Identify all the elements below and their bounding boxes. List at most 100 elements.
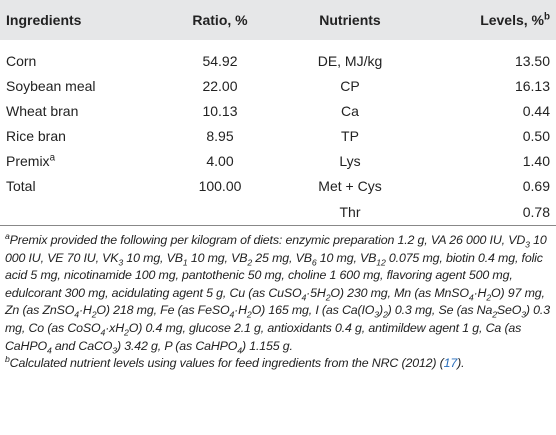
table-cell: Wheat bran bbox=[0, 98, 150, 123]
text: Ca bbox=[341, 102, 359, 119]
table-row: Thr 0.78 bbox=[0, 198, 556, 226]
text: DE, MJ/kg bbox=[317, 52, 383, 69]
table-body: Corn 54.92 DE, MJ/kg 13.50 Soybean meal 22.00… bbox=[0, 40, 556, 226]
text: CP bbox=[340, 77, 360, 94]
text: ·H bbox=[234, 303, 247, 318]
subscript: 6 bbox=[311, 257, 317, 268]
superscript: a bbox=[5, 230, 10, 241]
table-cell: 4.00 bbox=[150, 148, 290, 173]
header-cell: Nutrients bbox=[290, 0, 410, 40]
header-cell: Levels, %b bbox=[410, 0, 556, 40]
reference-link[interactable]: 17 bbox=[443, 356, 458, 371]
table-cell: 0.50 bbox=[410, 123, 556, 148]
table-cell: Ca bbox=[290, 98, 410, 123]
text: 16.13 bbox=[514, 77, 550, 94]
text: O) 165 mg, I (as Ca(IO bbox=[251, 303, 375, 318]
superscript: b bbox=[544, 11, 550, 23]
text: 13.50 bbox=[514, 52, 550, 69]
superscript: a bbox=[49, 151, 56, 163]
text: 22.00 bbox=[202, 77, 238, 94]
text: Corn bbox=[6, 52, 37, 69]
subscript: 3 bbox=[525, 239, 530, 250]
subscript: 2 bbox=[124, 327, 129, 338]
text: 0.075 mg, biotin 0.4 mg, folic acid 5 mg… bbox=[5, 250, 543, 300]
text: 10.13 bbox=[202, 102, 238, 119]
subscript: 4 bbox=[229, 309, 235, 320]
text: Ratio, % bbox=[192, 12, 248, 28]
table-header: Ingredients Ratio, % Nutrients Levels, %b bbox=[0, 0, 556, 40]
table-cell: Met + Cys bbox=[290, 173, 410, 198]
text: Rice bran bbox=[6, 127, 66, 144]
text: ). bbox=[457, 356, 465, 371]
text: 100.00 bbox=[198, 177, 242, 194]
text: ) 0.3 mg, Se (as Na bbox=[387, 303, 493, 318]
text: 4.00 bbox=[206, 152, 234, 169]
table-cell: 54.92 bbox=[150, 40, 290, 73]
text: Calculated nutrient levels using values … bbox=[9, 356, 444, 371]
table-cell: 0.69 bbox=[410, 173, 556, 198]
text: Nutrients bbox=[319, 12, 381, 28]
text: ) bbox=[378, 303, 383, 318]
subscript: 3 bbox=[118, 257, 124, 268]
table-row: Soybean meal 22.00 CP 16.13 bbox=[0, 73, 556, 98]
text: Total bbox=[6, 177, 36, 194]
table-row: Total 100.00 Met + Cys 0.69 bbox=[0, 173, 556, 198]
subscript: 4 bbox=[468, 292, 474, 303]
subscript: 4 bbox=[301, 292, 307, 303]
subscript: 2 bbox=[325, 292, 331, 303]
header-cell: Ingredients bbox=[0, 0, 150, 40]
text: 10 mg, VB bbox=[316, 250, 377, 265]
table-cell bbox=[150, 198, 290, 226]
table-cell: Rice bran bbox=[0, 123, 150, 148]
text: 0.50 bbox=[522, 127, 550, 144]
table-cell: 10.13 bbox=[150, 98, 290, 123]
text: Soybean meal bbox=[6, 77, 96, 94]
table-cell: 0.78 bbox=[410, 198, 556, 226]
text: 54.92 bbox=[202, 52, 238, 69]
table-cell: DE, MJ/kg bbox=[290, 40, 410, 73]
header-cell: Ratio, % bbox=[150, 0, 290, 40]
text: Premix bbox=[6, 152, 50, 169]
subscript: 2 bbox=[247, 257, 253, 268]
table-cell: Lys bbox=[290, 148, 410, 173]
text: 10 mg, VB bbox=[123, 250, 183, 265]
text: Premix provided the following per kilogr… bbox=[9, 233, 526, 247]
table-cell: 0.44 bbox=[410, 98, 556, 123]
subscript: 3 bbox=[112, 345, 117, 356]
text: ·5H bbox=[306, 285, 326, 300]
text: O) 97 mg, Zn (as ZnSO bbox=[5, 285, 545, 318]
subscript: 1 bbox=[182, 257, 188, 268]
text: ) 0.3 mg, Co (as CoSO bbox=[5, 303, 550, 335]
table-cell: 8.95 bbox=[150, 123, 290, 148]
text: O) 230 mg, Mn (as MnSO bbox=[330, 285, 469, 300]
table-row: Wheat bran 10.13 Ca 0.44 bbox=[0, 98, 556, 123]
subscript: 4 bbox=[100, 327, 106, 338]
table-row: Rice bran 8.95 TP 0.50 bbox=[0, 123, 556, 148]
table-cell: Corn bbox=[0, 40, 150, 73]
text: 25 mg, VB bbox=[252, 250, 312, 265]
text: Lys bbox=[339, 152, 361, 169]
table-cell: 16.13 bbox=[410, 73, 556, 98]
data-table: Ingredients Ratio, % Nutrients Levels, %b C… bbox=[0, 0, 556, 226]
table-row: Corn 54.92 DE, MJ/kg 13.50 bbox=[0, 40, 556, 73]
footnotes: aPremix provided the following per kilog… bbox=[0, 226, 556, 373]
text: ·H bbox=[473, 285, 487, 300]
table-cell: 13.50 bbox=[410, 40, 556, 73]
subscript: 2 bbox=[382, 309, 388, 320]
text: 0.44 bbox=[522, 102, 550, 119]
subscript: 2 bbox=[486, 292, 492, 303]
subscript: 2 bbox=[246, 309, 252, 320]
table-cell: Soybean meal bbox=[0, 73, 150, 98]
text: Thr bbox=[339, 203, 361, 220]
table-cell: 22.00 bbox=[150, 73, 290, 98]
text: SeO bbox=[496, 303, 522, 318]
text: 0.69 bbox=[522, 177, 550, 194]
text: O) 218 mg, Fe (as FeSO bbox=[96, 303, 230, 318]
table-cell: Total bbox=[0, 173, 150, 198]
subscript: 3 bbox=[374, 309, 379, 320]
text: Ingredients bbox=[6, 12, 82, 28]
table-cell: Premixa bbox=[0, 148, 150, 173]
text: Met + Cys bbox=[318, 177, 382, 194]
text: and CaCO bbox=[51, 338, 113, 353]
